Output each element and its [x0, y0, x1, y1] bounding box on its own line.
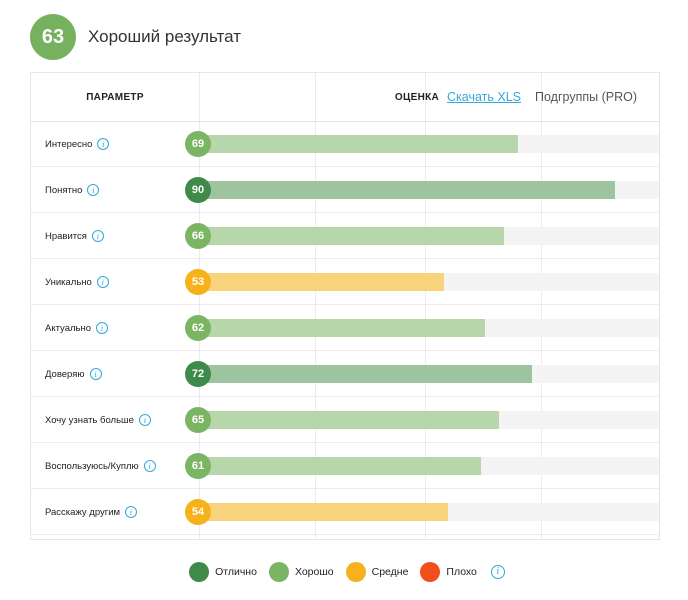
info-icon[interactable]: i	[125, 506, 138, 518]
legend-label: Хорошо	[294, 566, 334, 578]
grid-line	[315, 73, 316, 539]
download-xls-link[interactable]: Скачать XLS	[447, 90, 522, 104]
overall-score-badge: 63	[30, 14, 76, 60]
row-divider	[31, 212, 659, 213]
row-label: Воспользуюсь/Куплю i	[45, 443, 156, 489]
table-row: 90 Понятно i	[31, 167, 659, 213]
legend-dot-average	[345, 562, 366, 582]
info-icon[interactable]: i	[138, 414, 151, 426]
info-icon[interactable]: i	[96, 322, 109, 334]
row-divider	[31, 304, 659, 305]
score-badge: 69	[185, 131, 211, 157]
score-bar-fill	[199, 135, 518, 153]
score-bar-fill	[199, 457, 481, 475]
score-bar-track	[199, 457, 659, 475]
result-header: 63 Хороший результат	[30, 14, 241, 60]
score-bar-track	[199, 503, 659, 521]
score-bar-fill	[199, 411, 499, 429]
result-title: Хороший результат	[88, 27, 242, 46]
score-bar-fill	[199, 273, 444, 291]
subgroups-pro-link[interactable]: Подгруппы (PRO)	[535, 90, 637, 104]
table-header-row: ПАРАМЕТР ОЦЕНКА Скачать XLS Подгруппы (P…	[31, 73, 659, 122]
info-icon[interactable]: i	[143, 460, 156, 472]
legend-label: Средне	[371, 566, 409, 578]
table-row: 61 Воспользуюсь/Куплю i	[31, 443, 659, 489]
param-name: Интересно	[45, 138, 93, 150]
row-divider	[31, 350, 659, 351]
row-label: Хочу узнать больше i	[45, 397, 151, 443]
row-divider	[31, 396, 659, 397]
score-bar-fill	[199, 319, 485, 337]
info-icon[interactable]: i	[97, 138, 110, 150]
table-row: 69 Интересно i	[31, 121, 659, 167]
legend-item-bad: Плохо	[420, 562, 477, 582]
row-divider	[31, 488, 659, 489]
info-icon[interactable]: i	[91, 230, 104, 242]
grid-line	[425, 73, 426, 539]
row-divider	[31, 258, 659, 259]
score-bar-fill	[199, 503, 448, 521]
score-bar-track	[199, 365, 659, 383]
table-row: 72 Доверяю i	[31, 351, 659, 397]
param-name: Доверяю	[45, 368, 85, 380]
row-label: Доверяю i	[45, 351, 102, 397]
legend-dot-excellent	[189, 562, 210, 582]
legend-dot-bad	[420, 562, 441, 582]
legend: Отлично Хорошо Средне Плохо i	[0, 562, 688, 582]
row-divider	[31, 442, 659, 443]
parameters-table: ПАРАМЕТР ОЦЕНКА Скачать XLS Подгруппы (P…	[30, 72, 660, 540]
legend-info-icon[interactable]: i	[490, 565, 505, 579]
table-row: 65 Хочу узнать больше i	[31, 397, 659, 443]
table-row: 62 Актуально i	[31, 305, 659, 351]
table-row: 53 Уникально i	[31, 259, 659, 305]
grid-line	[541, 73, 542, 539]
param-name: Актуально	[45, 322, 92, 334]
score-badge: 65	[185, 407, 211, 433]
param-name: Воспользуюсь/Куплю	[45, 460, 139, 472]
rating-column-header: ОЦЕНКА	[394, 91, 440, 103]
row-divider	[31, 534, 659, 535]
score-bar-fill	[199, 181, 615, 199]
table-row: 66 Нравится i	[31, 213, 659, 259]
score-bar-track	[199, 411, 659, 429]
legend-label: Плохо	[446, 566, 477, 578]
row-label: Нравится i	[45, 213, 104, 259]
score-bar-fill	[199, 227, 504, 245]
table-row: 54 Расскажу другим i	[31, 489, 659, 535]
info-icon[interactable]: i	[96, 276, 109, 288]
info-icon[interactable]: i	[87, 184, 100, 196]
score-badge: 72	[185, 361, 211, 387]
param-name: Понятно	[45, 184, 83, 196]
score-bar-track	[199, 135, 659, 153]
info-icon[interactable]: i	[89, 368, 102, 380]
legend-item-excellent: Отлично	[189, 562, 257, 582]
score-bar-track	[199, 227, 659, 245]
score-badge: 62	[185, 315, 211, 341]
score-badge: 53	[185, 269, 211, 295]
score-badge: 90	[185, 177, 211, 203]
legend-dot-good	[268, 562, 289, 582]
row-label: Понятно i	[45, 167, 100, 213]
row-divider	[31, 166, 659, 167]
score-badge: 66	[185, 223, 211, 249]
score-badge: 61	[185, 453, 211, 479]
legend-item-average: Средне	[345, 562, 409, 582]
grid-line	[199, 73, 200, 539]
score-bar-track	[199, 273, 659, 291]
param-name: Нравится	[45, 230, 87, 242]
score-bar-fill	[199, 365, 532, 383]
row-label: Расскажу другим i	[45, 489, 138, 535]
row-label: Уникально i	[45, 259, 109, 305]
legend-item-good: Хорошо	[268, 562, 334, 582]
score-bar-track	[199, 319, 659, 337]
param-name: Хочу узнать больше	[45, 414, 134, 426]
param-name: Расскажу другим	[45, 506, 121, 518]
param-column-header: ПАРАМЕТР	[86, 91, 144, 103]
score-bar-track	[199, 181, 659, 199]
row-label: Интересно i	[45, 121, 110, 167]
legend-label: Отлично	[215, 566, 257, 578]
score-badge: 54	[185, 499, 211, 525]
param-name: Уникально	[45, 276, 92, 288]
row-label: Актуально i	[45, 305, 109, 351]
